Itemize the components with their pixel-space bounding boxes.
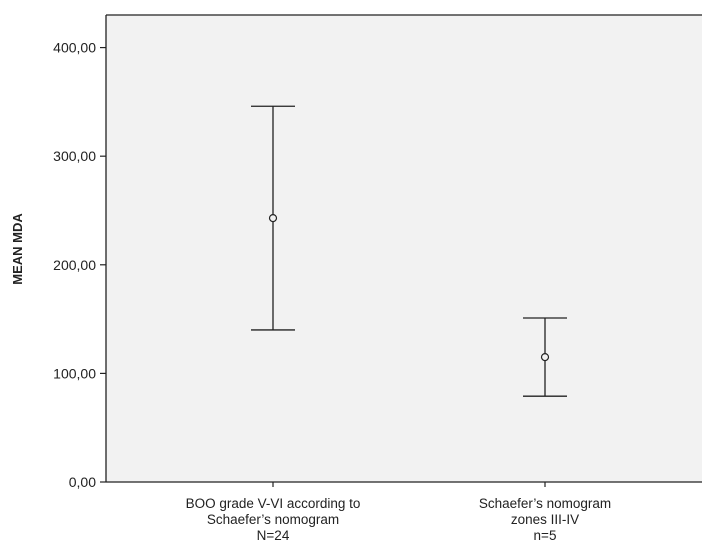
y-tick-label: 300,00 bbox=[53, 148, 96, 164]
category-label-line: Schaefer’s nomogram bbox=[207, 512, 339, 527]
y-axis-ticks: 0,00 100,00 200,00 300,00 400,00 bbox=[53, 40, 106, 490]
axes bbox=[105, 14, 702, 483]
category-label-line: Schaefer’s nomogram bbox=[479, 496, 611, 511]
category-label-line: N=24 bbox=[257, 528, 290, 543]
y-axis-title: MEAN MDA bbox=[10, 213, 25, 285]
y-tick-label: 200,00 bbox=[53, 257, 96, 273]
plot-area bbox=[106, 15, 702, 482]
y-tick-label: 0,00 bbox=[69, 474, 96, 490]
error-bar-2 bbox=[523, 317, 567, 397]
mean-marker bbox=[268, 213, 278, 223]
category-label-line: n=5 bbox=[534, 528, 557, 543]
y-tick-label: 100,00 bbox=[53, 365, 96, 381]
category-label-line: zones III-IV bbox=[511, 512, 579, 527]
y-tick-label: 400,00 bbox=[53, 40, 96, 56]
error-bars bbox=[251, 105, 567, 397]
category-label-line: BOO grade V-VI according to bbox=[186, 496, 361, 511]
mean-marker bbox=[540, 353, 550, 362]
error-bar-1 bbox=[251, 105, 295, 331]
